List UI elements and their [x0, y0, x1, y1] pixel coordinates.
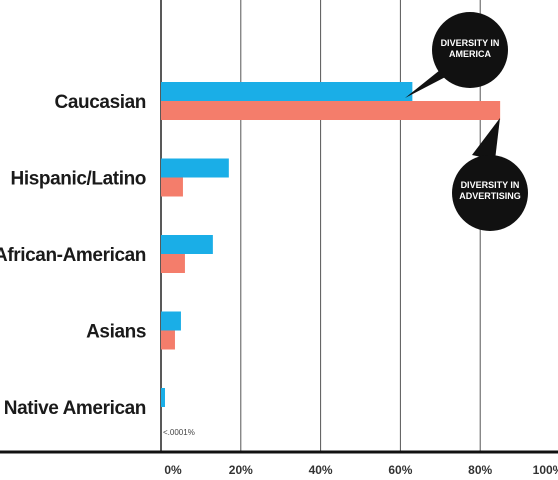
bar-advertising: [161, 177, 183, 197]
x-tick-label: 100%: [533, 463, 558, 477]
category-label: African-American: [0, 245, 146, 266]
legend-diversity-in-advertising: DIVERSITY IN ADVERTISING: [459, 180, 521, 201]
bar-america: [161, 388, 165, 407]
bar-advertising: [161, 254, 185, 273]
x-tick-labels: 0% 20% 40% 60% 80% 100%: [164, 463, 558, 477]
category-label: Hispanic/Latino: [11, 169, 146, 190]
x-tick-label: 40%: [309, 463, 333, 477]
bar-america: [161, 235, 213, 254]
x-tick-label: 80%: [468, 463, 492, 477]
x-tick-label: 20%: [229, 463, 253, 477]
category-label: Asians: [86, 322, 146, 343]
legend-diversity-in-america: DIVERSITY IN AMERICA: [441, 38, 500, 59]
bar-advertising: [161, 330, 175, 350]
bar-america: [161, 82, 413, 101]
category-label: Caucasian: [55, 92, 146, 113]
category-labels: Caucasian Hispanic/Latino African-American…: [0, 92, 146, 419]
bar-america: [161, 311, 181, 331]
bars: [161, 82, 501, 407]
bar-america: [161, 158, 229, 178]
x-tick-label: 0%: [164, 463, 182, 477]
x-tick-label: 60%: [388, 463, 412, 477]
callout-diversity-in-america: DIVERSITY IN AMERICA: [405, 12, 508, 98]
bar-advertising: [161, 101, 501, 120]
callout-diversity-in-advertising: DIVERSITY IN ADVERTISING: [452, 118, 528, 231]
category-label: Native American: [4, 398, 146, 419]
annotation-native-american: <.0001%: [163, 428, 195, 437]
